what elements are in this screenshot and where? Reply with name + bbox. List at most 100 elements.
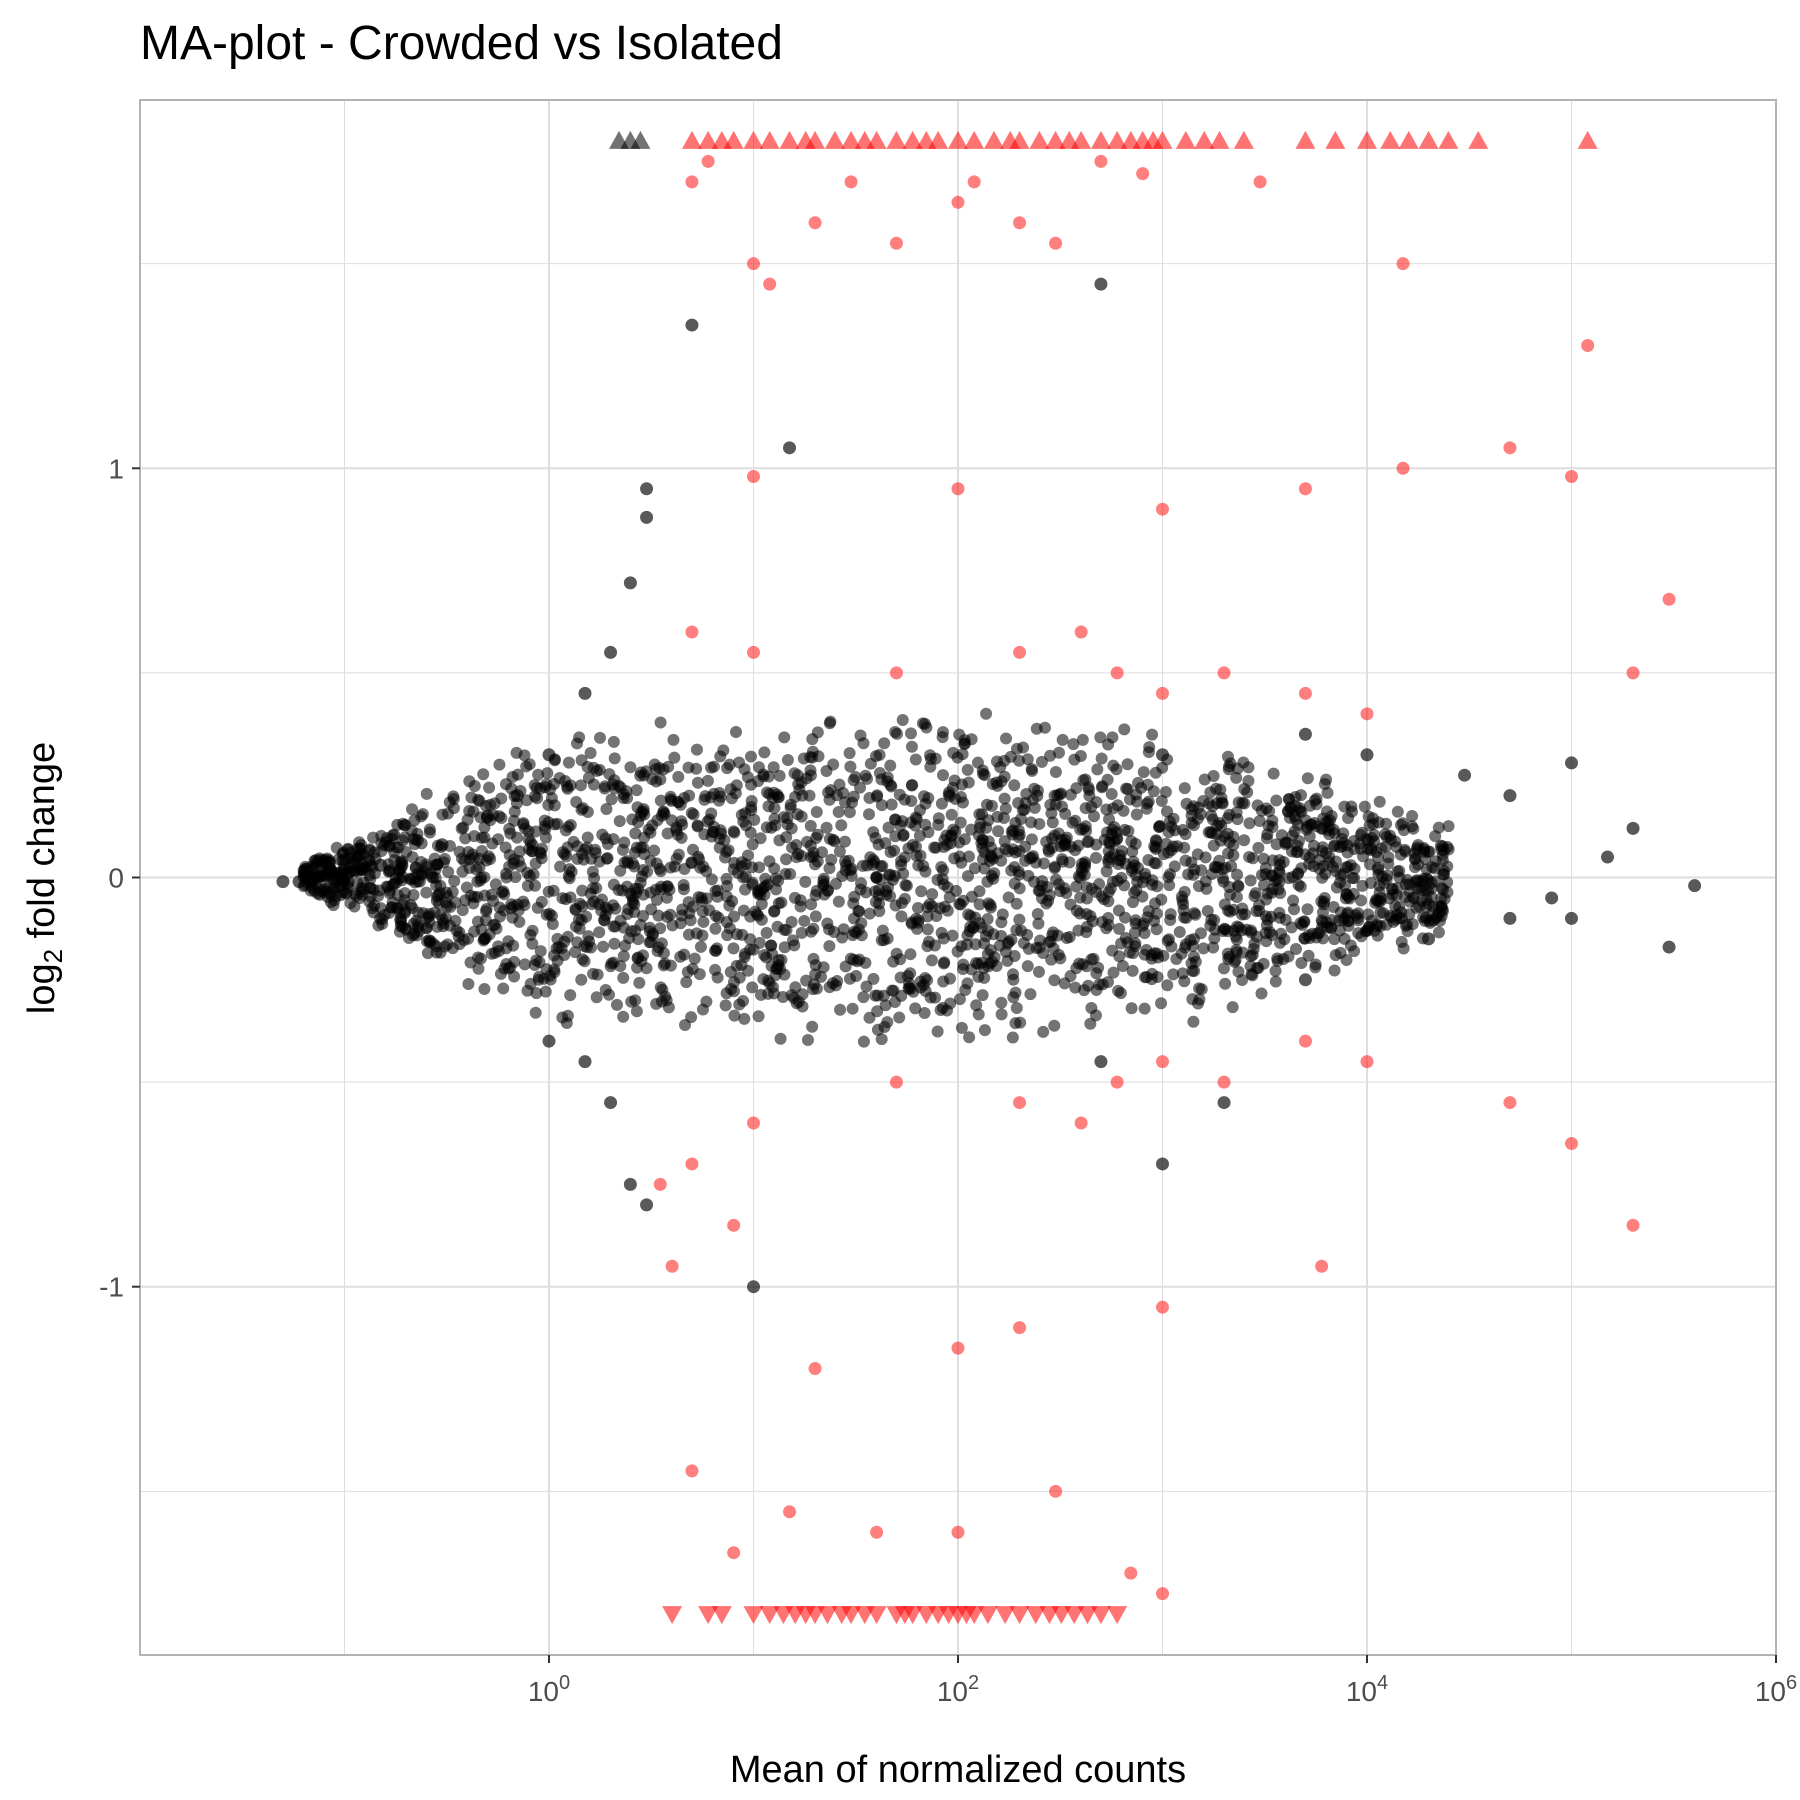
point-not-significant (517, 817, 530, 830)
point-not-significant (801, 1034, 814, 1047)
point-not-significant (480, 809, 494, 823)
point-not-significant (1232, 965, 1245, 978)
point-not-significant (1115, 937, 1128, 950)
point-not-significant (937, 932, 950, 945)
point-not-significant (853, 905, 866, 918)
point-not-significant (1033, 817, 1046, 830)
point-not-significant (1017, 741, 1030, 754)
point-not-significant (1188, 863, 1201, 876)
point-not-significant (809, 959, 822, 972)
point-not-significant (1266, 821, 1279, 834)
point-not-significant (746, 981, 759, 994)
point-not-significant (1601, 850, 1615, 864)
point-significant (1503, 1096, 1517, 1110)
point-not-significant (338, 862, 351, 876)
point-not-significant (1329, 949, 1342, 962)
point-not-significant (785, 916, 798, 929)
point-not-significant (696, 1003, 709, 1016)
point-significant (685, 1157, 699, 1171)
point-not-significant (547, 884, 560, 897)
point-not-significant (929, 841, 942, 854)
point-not-significant (1214, 783, 1227, 796)
point-significant (1298, 482, 1312, 496)
point-not-significant (744, 933, 757, 946)
point-not-significant (542, 799, 555, 812)
point-not-significant (604, 1096, 618, 1110)
clipped-high-significant (743, 130, 764, 149)
point-not-significant (951, 751, 964, 764)
point-not-significant (767, 761, 780, 774)
point-not-significant (876, 924, 889, 937)
point-not-significant (640, 482, 654, 496)
point-not-significant (1373, 795, 1386, 808)
point-not-significant (1142, 853, 1155, 866)
point-not-significant (1403, 895, 1416, 908)
point-not-significant (462, 978, 475, 991)
point-not-significant (654, 922, 667, 935)
point-not-significant (995, 996, 1008, 1009)
point-not-significant (573, 731, 586, 744)
point-not-significant (1253, 815, 1266, 828)
point-significant (747, 1116, 760, 1130)
point-not-significant (1110, 763, 1123, 776)
point-not-significant (843, 806, 856, 819)
point-not-significant (1295, 956, 1308, 969)
point-not-significant (573, 922, 586, 935)
point-not-significant (937, 957, 950, 970)
point-not-significant (746, 878, 759, 891)
point-not-significant (1245, 926, 1258, 939)
point-not-significant (1035, 755, 1048, 768)
point-not-significant (562, 820, 575, 833)
point-not-significant (1407, 822, 1420, 835)
point-not-significant (1397, 942, 1410, 955)
point-not-significant (488, 797, 501, 810)
point-not-significant (728, 910, 741, 923)
point-not-significant (518, 958, 531, 971)
point-not-significant (1167, 968, 1180, 981)
point-not-significant (642, 823, 655, 836)
point-not-significant (668, 751, 681, 764)
point-not-significant (1019, 797, 1032, 810)
point-not-significant (678, 792, 691, 805)
point-not-significant (448, 875, 461, 888)
clipped-high-significant (1045, 130, 1066, 149)
clipped-high-significant (1438, 130, 1459, 149)
point-not-significant (1342, 811, 1355, 824)
point-not-significant (950, 884, 963, 897)
point-not-significant (1271, 952, 1284, 965)
point-not-significant (1078, 860, 1091, 873)
point-not-significant (746, 838, 759, 851)
point-significant (1396, 257, 1410, 271)
point-not-significant (964, 910, 977, 923)
point-not-significant (1356, 879, 1369, 892)
point-not-significant (1393, 864, 1406, 877)
point-not-significant (1001, 954, 1014, 967)
point-not-significant (561, 841, 574, 854)
point-significant (951, 195, 965, 209)
point-not-significant (1031, 908, 1044, 921)
point-not-significant (1025, 833, 1038, 846)
point-not-significant (759, 872, 772, 885)
point-not-significant (623, 1177, 637, 1191)
point-not-significant (1151, 971, 1164, 984)
point-not-significant (512, 904, 525, 917)
point-not-significant (729, 787, 742, 800)
point-not-significant (961, 870, 974, 883)
point-not-significant (1301, 772, 1314, 785)
point-not-significant (1048, 860, 1061, 873)
point-not-significant (991, 810, 1004, 823)
point-not-significant (1150, 835, 1163, 848)
point-not-significant (1137, 766, 1150, 779)
point-not-significant (1175, 890, 1188, 903)
point-not-significant (969, 938, 982, 951)
point-not-significant (478, 983, 491, 996)
point-not-significant (1344, 939, 1357, 952)
point-not-significant (664, 908, 677, 921)
point-not-significant (723, 899, 736, 912)
point-significant (1565, 1136, 1578, 1150)
point-not-significant (1101, 976, 1114, 989)
point-not-significant (1070, 880, 1083, 893)
point-not-significant (1126, 896, 1139, 909)
point-not-significant (976, 989, 989, 1002)
point-not-significant (731, 866, 744, 879)
